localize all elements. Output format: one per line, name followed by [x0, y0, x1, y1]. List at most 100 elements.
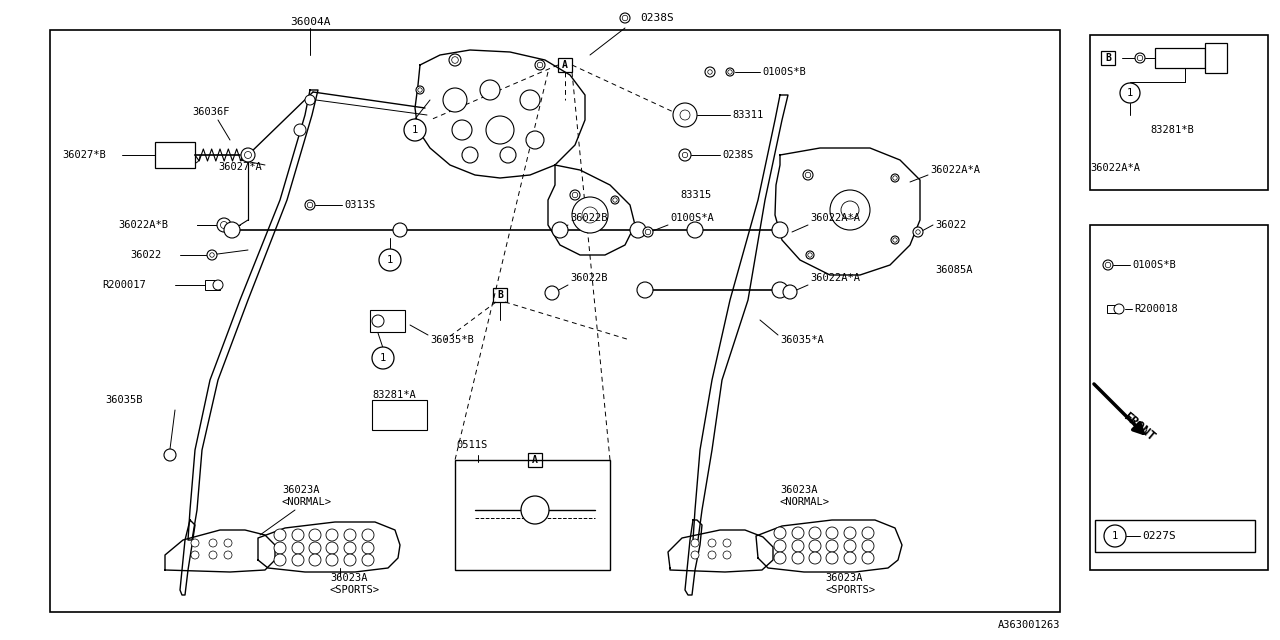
Bar: [1101, 51, 1115, 65]
Circle shape: [191, 551, 198, 559]
Bar: [1091, 35, 1268, 190]
Circle shape: [645, 229, 650, 235]
Circle shape: [224, 551, 232, 559]
Circle shape: [372, 315, 384, 327]
Circle shape: [673, 103, 698, 127]
Circle shape: [538, 62, 543, 68]
Polygon shape: [756, 520, 902, 572]
Circle shape: [552, 222, 568, 238]
Circle shape: [224, 222, 241, 238]
Circle shape: [678, 149, 691, 161]
Circle shape: [292, 554, 305, 566]
Circle shape: [404, 119, 426, 141]
Circle shape: [826, 552, 838, 564]
Circle shape: [1103, 525, 1126, 547]
Circle shape: [913, 227, 923, 237]
Circle shape: [344, 529, 356, 541]
Text: 0100S*B: 0100S*B: [1132, 260, 1176, 270]
Circle shape: [826, 527, 838, 539]
Circle shape: [362, 542, 374, 554]
Circle shape: [893, 238, 897, 242]
Text: <SPORTS>: <SPORTS>: [330, 585, 380, 595]
Circle shape: [526, 131, 544, 149]
Text: 0100S*A: 0100S*A: [669, 213, 714, 223]
Circle shape: [841, 201, 859, 219]
Circle shape: [844, 527, 856, 539]
Circle shape: [691, 551, 699, 559]
Text: <NORMAL>: <NORMAL>: [282, 497, 332, 507]
Polygon shape: [774, 148, 920, 275]
Text: 1: 1: [412, 125, 419, 135]
Circle shape: [728, 70, 732, 74]
Text: 83315: 83315: [680, 190, 712, 200]
Text: <SPORTS>: <SPORTS>: [826, 585, 876, 595]
Text: 1: 1: [380, 353, 387, 363]
Polygon shape: [180, 520, 195, 595]
Circle shape: [792, 540, 804, 552]
Circle shape: [500, 147, 516, 163]
Circle shape: [305, 200, 315, 210]
Circle shape: [844, 552, 856, 564]
Bar: [529, 453, 541, 467]
Circle shape: [620, 13, 630, 23]
Circle shape: [708, 539, 716, 547]
Circle shape: [893, 176, 897, 180]
Circle shape: [582, 207, 598, 223]
Text: 36023A: 36023A: [282, 485, 320, 495]
Text: B: B: [1105, 53, 1111, 63]
Circle shape: [783, 285, 797, 299]
Text: 1: 1: [1112, 531, 1119, 541]
Circle shape: [1135, 53, 1146, 63]
Text: 36035*B: 36035*B: [430, 335, 474, 345]
Circle shape: [209, 539, 218, 547]
Circle shape: [417, 88, 422, 92]
Circle shape: [486, 116, 515, 144]
Text: 83311: 83311: [732, 110, 763, 120]
Text: 0511S: 0511S: [456, 440, 488, 450]
Circle shape: [308, 542, 321, 554]
Text: A363001263: A363001263: [997, 620, 1060, 630]
Circle shape: [643, 227, 653, 237]
Circle shape: [705, 67, 716, 77]
Circle shape: [452, 120, 472, 140]
Circle shape: [772, 222, 788, 238]
Circle shape: [611, 196, 620, 204]
Text: 36022B: 36022B: [570, 213, 608, 223]
Circle shape: [308, 554, 321, 566]
Circle shape: [826, 540, 838, 552]
Bar: [155, 142, 195, 168]
Circle shape: [244, 152, 251, 159]
Text: 36023A: 36023A: [330, 573, 367, 583]
Circle shape: [218, 218, 230, 232]
Bar: [1091, 225, 1268, 570]
Circle shape: [1137, 55, 1143, 61]
Text: 36036F: 36036F: [192, 107, 229, 117]
Circle shape: [774, 552, 786, 564]
Polygon shape: [692, 95, 788, 540]
Circle shape: [915, 230, 920, 234]
Circle shape: [682, 152, 687, 157]
Circle shape: [326, 529, 338, 541]
Circle shape: [691, 539, 699, 547]
Circle shape: [443, 88, 467, 112]
Bar: [370, 310, 404, 332]
Circle shape: [212, 280, 223, 290]
Circle shape: [803, 170, 813, 180]
Circle shape: [861, 552, 874, 564]
Circle shape: [723, 539, 731, 547]
Text: FRONT: FRONT: [1121, 410, 1158, 444]
Circle shape: [1105, 262, 1111, 268]
Circle shape: [1114, 304, 1124, 314]
Text: 0100S*B: 0100S*B: [762, 67, 805, 77]
Text: 36022A*A: 36022A*A: [931, 165, 980, 175]
Text: 36085A: 36085A: [934, 265, 973, 275]
Circle shape: [416, 86, 424, 94]
Circle shape: [452, 57, 458, 63]
Circle shape: [829, 190, 870, 230]
Circle shape: [805, 172, 810, 178]
Text: 36022: 36022: [131, 250, 161, 260]
Bar: [1094, 520, 1254, 552]
Circle shape: [708, 551, 716, 559]
Circle shape: [680, 110, 690, 120]
Text: 36022A*A: 36022A*A: [1091, 163, 1140, 173]
